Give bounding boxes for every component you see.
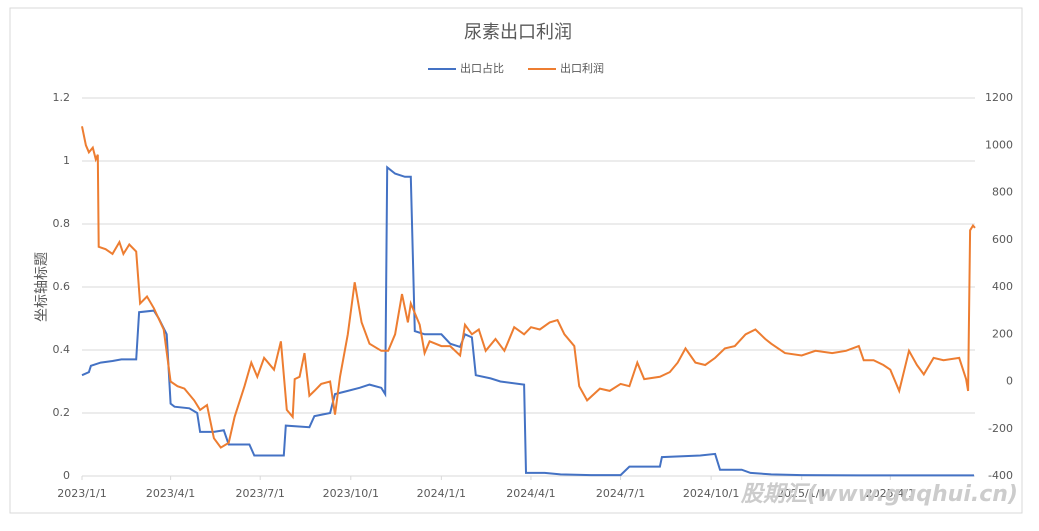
x-tick-label: 2023/1/1: [57, 487, 106, 500]
y-tick-label: 0.2: [53, 406, 71, 419]
watermark: 股期汇(www.guqhui.cn): [740, 482, 1018, 507]
x-tick-label: 2024/4/1: [506, 487, 555, 500]
y-tick-label: 1: [63, 154, 70, 167]
y-tick-label: 0: [63, 469, 70, 482]
x-tick-label: 2024/1/1: [417, 487, 466, 500]
y2-tick-label: 1000: [985, 138, 1013, 151]
y2-tick-label: 800: [992, 186, 1013, 199]
series-line: [81, 126, 976, 449]
chart-title: 尿素出口利润: [464, 22, 572, 43]
y-tick-label: 0.4: [53, 343, 71, 356]
y-tick-label: 0.8: [53, 217, 71, 230]
legend-label: 出口占比: [460, 61, 504, 75]
y2-tick-label: 400: [992, 280, 1013, 293]
y2-tick-label: -400: [988, 469, 1013, 482]
y-tick-label: 1.2: [53, 91, 71, 104]
y2-tick-label: -200: [988, 422, 1013, 435]
x-tick-label: 2023/10/1: [323, 487, 379, 500]
x-tick-label: 2024/7/1: [596, 487, 645, 500]
legend-label: 出口利润: [560, 61, 604, 75]
y2-tick-label: 0: [1006, 375, 1013, 388]
y2-tick-label: 1200: [985, 91, 1013, 104]
x-tick-label: 2024/10/1: [683, 487, 739, 500]
x-tick-label: 2023/7/1: [236, 487, 285, 500]
series-line: [81, 165, 974, 477]
x-tick-label: 2025/1/1: [777, 487, 826, 500]
y2-tick-label: 200: [992, 327, 1013, 340]
y-axis-title: 坐标轴标题: [34, 252, 50, 322]
x-tick-label: 2025/4/1: [866, 487, 915, 500]
y2-tick-label: 600: [992, 233, 1013, 246]
y-tick-label: 0.6: [53, 280, 71, 293]
chart-border: [9, 7, 1023, 514]
x-tick-label: 2023/4/1: [146, 487, 195, 500]
